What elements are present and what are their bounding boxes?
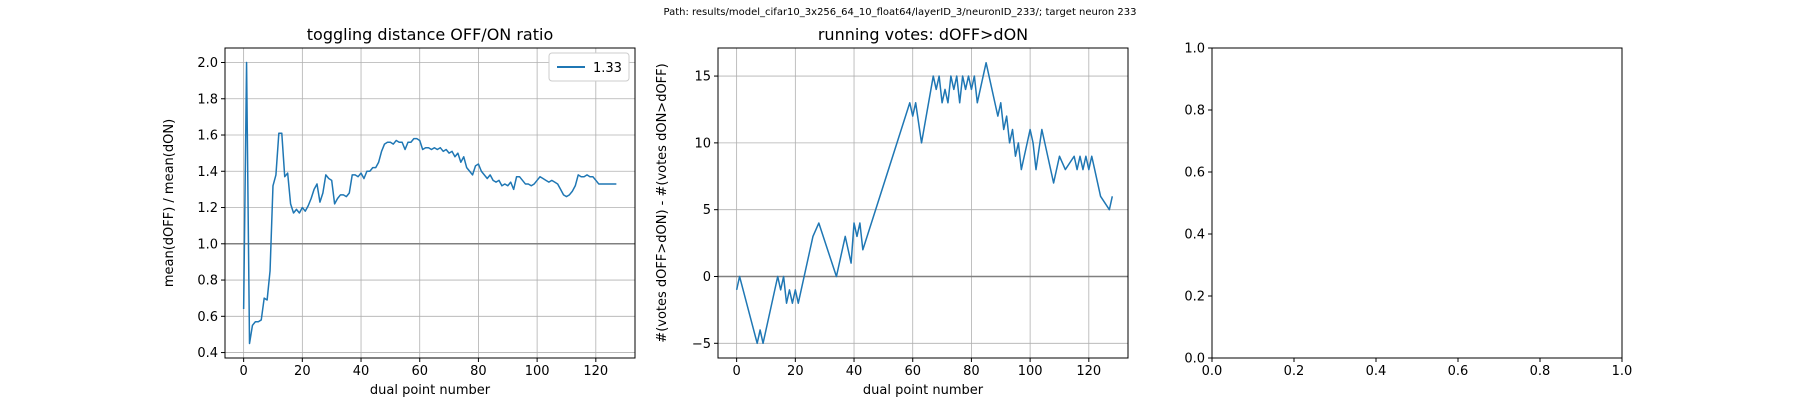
y-tick-label: 1.0 [1184,42,1205,57]
figure-suptitle: Path: results/model_cifar10_3x256_64_10_… [664,7,1137,18]
y-tick-label: 0.0 [1184,352,1205,367]
x-tick-label: 40 [353,364,370,379]
y-tick-label: 0.8 [197,274,218,289]
y-tick-label: 15 [694,70,711,85]
chart-title: toggling distance OFF/ON ratio [307,25,553,44]
x-tick-label: 20 [787,364,804,379]
y-tick-label: 1.6 [197,129,218,144]
y-tick-label: 0.6 [197,310,218,325]
x-tick-label: 80 [963,364,980,379]
plot-frame [1211,47,1623,359]
plot-frame [224,47,636,359]
legend: 1.33 [548,52,630,82]
x-tick-label: 0 [732,364,740,379]
x-tick-label: 40 [846,364,863,379]
data-series-line [242,61,617,345]
x-tick-label: 20 [294,364,311,379]
y-tick-label: 0.4 [1184,228,1205,243]
y-tick-label: 0 [703,270,711,285]
y-tick-label: 1.2 [197,201,218,216]
legend-label: 1.33 [593,61,622,76]
y-tick-label: 5 [703,203,711,218]
x-tick-label: 0.4 [1366,364,1387,379]
x-tick-label: 60 [904,364,921,379]
y-tick-label: 10 [694,136,711,151]
chart-title: running votes: dOFF>dON [818,25,1028,44]
y-tick-label: 1.4 [197,165,218,180]
x-tick-label: 100 [1018,364,1043,379]
y-tick-label: −5 [692,337,711,352]
y-tick-label: 0.2 [1184,290,1205,305]
votes-chart: 0 20 40 60 80 100 120 −5 0 5 10 15 running votes: … [655,25,1129,398]
x-tick-label: 1.0 [1612,364,1633,379]
y-tick-label: 0.6 [1184,166,1205,181]
data-series-line [735,61,1114,345]
y-axis-label: #(votes dOFF>dON) - #(votes dON>dOFF) [655,63,670,342]
x-tick-label: 120 [583,364,608,379]
x-tick-label: 80 [470,364,487,379]
x-tick-label: 0.2 [1284,364,1305,379]
x-tick-label: 0.8 [1530,364,1551,379]
x-axis-label: dual point number [370,383,491,398]
y-tick-label: 1.0 [197,237,218,252]
plot-frame [717,47,1129,359]
x-tick-label: 100 [525,364,550,379]
x-tick-label: 120 [1076,364,1101,379]
y-tick-label: 2.0 [197,56,218,71]
y-tick-label: 1.8 [197,92,218,107]
empty-chart: 0.0 0.2 0.4 0.6 0.8 1.0 0.0 0.2 0.4 0.6 0.8 1.0 [1184,42,1632,380]
x-axis-label: dual point number [863,383,984,398]
x-tick-label: 0.6 [1448,364,1469,379]
y-tick-label: 0.8 [1184,104,1205,119]
x-tick-label: 0 [239,364,247,379]
y-tick-label: 0.4 [197,346,218,361]
x-tick-label: 0.0 [1202,364,1223,379]
y-axis-label: mean(dOFF) / mean(dON) [162,119,177,287]
ratio-chart: 0 20 40 60 80 100 120 0.4 0.6 0.8 1.0 1.2 1.4 1.6 1.8… [162,25,636,398]
x-tick-label: 60 [411,364,428,379]
